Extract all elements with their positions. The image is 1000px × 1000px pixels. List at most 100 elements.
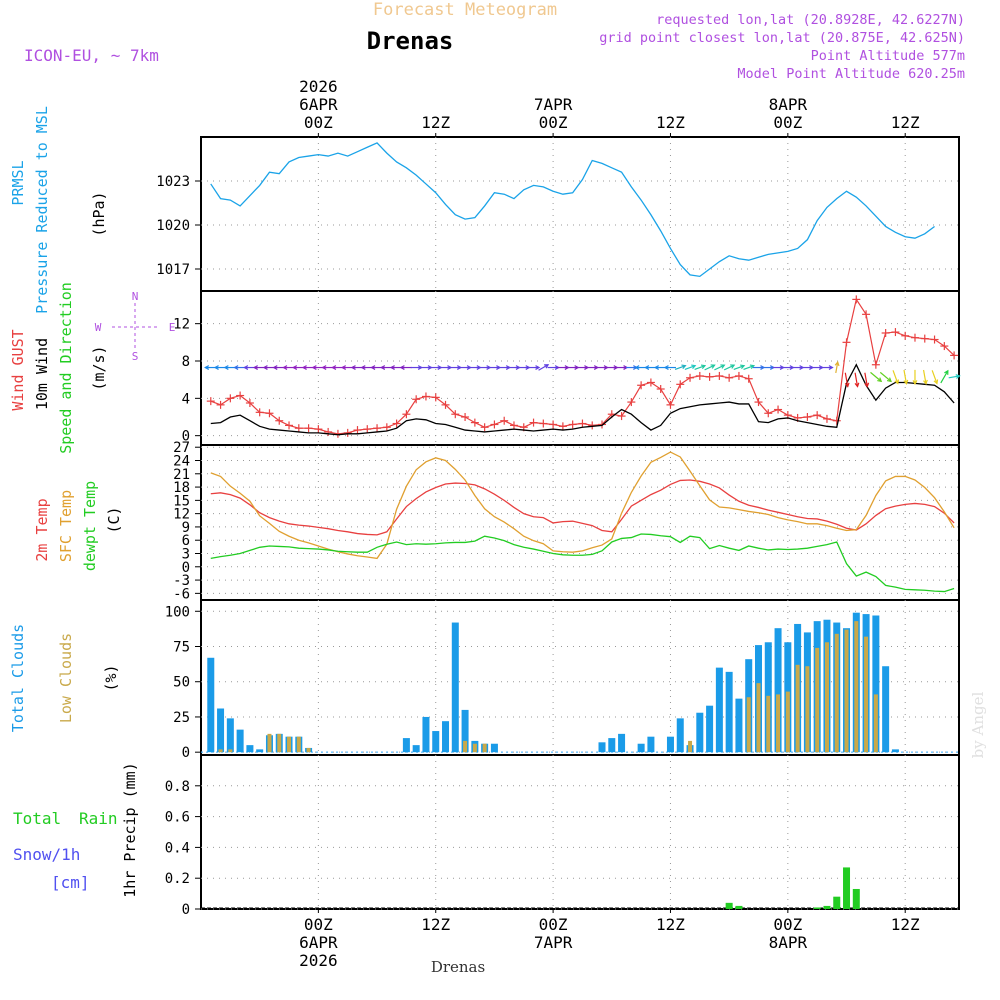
wind-arrow (752, 365, 766, 370)
total-cloud-bar (442, 721, 450, 753)
wind-arrow-shaft (879, 371, 892, 382)
wind-arrow-head (282, 365, 288, 370)
total-cloud-bar (256, 749, 264, 753)
gust-marker (255, 408, 264, 417)
gust-marker (920, 334, 929, 343)
wind-arrow (811, 365, 824, 370)
y-tick-label: 100 (165, 604, 190, 620)
wind-arrow (528, 365, 541, 370)
wind-arrow (922, 369, 928, 385)
wind-arrow (782, 365, 795, 370)
gust-marker (363, 425, 372, 434)
gust-marker (686, 373, 695, 382)
bottom-time-label: 12Z (656, 915, 685, 934)
pressure-label: PRMSL (9, 160, 27, 205)
total-cloud-bar (715, 667, 723, 753)
bottom-time-label: 12Z (891, 915, 920, 934)
y-tick-label: 21 (173, 467, 190, 483)
chart-panels: 10171020102304812-6-30369121518212427025… (9, 106, 961, 918)
gust-marker (764, 409, 773, 418)
wind-arrow-shaft (940, 370, 949, 384)
compass-rose: N W E S (95, 290, 176, 363)
y-tick-label: 0 (182, 745, 190, 761)
gust-marker (470, 418, 479, 427)
total-cloud-bar (608, 738, 616, 753)
sfctemp-label: SFC Temp (57, 490, 75, 562)
gust-marker (774, 405, 783, 414)
total-cloud-bar (461, 709, 469, 753)
y-tick-label: 75 (173, 640, 190, 656)
y-tick-label: 0.2 (165, 871, 190, 887)
rain-bar (843, 867, 851, 909)
wind-arrow-head (321, 365, 327, 370)
wind-arrow-head (399, 365, 405, 370)
panel-precip: 0 0.2 0.4 0.6 0.8 (165, 754, 960, 918)
low-cloud-bar (864, 636, 869, 753)
model-label: ICON-EU, ~ 7km (24, 46, 159, 65)
temp-unit: (C) (105, 506, 123, 533)
total-cloud-bar (432, 731, 440, 753)
temp2m-label: 2m Temp (33, 498, 51, 561)
compass-s: S (132, 350, 139, 363)
top-time-label: 00Z (539, 113, 568, 132)
wind-arrow-shaft (931, 370, 938, 384)
wind-arrow (821, 365, 834, 370)
total-cloud-bar (217, 708, 225, 753)
sfctemp-line (210, 451, 955, 560)
total-cloud-bar (735, 698, 743, 753)
bottom-time-label: 00Z (304, 915, 333, 934)
pressure-unit: (hPa) (90, 191, 108, 236)
wind-arrow (538, 364, 550, 371)
wind-arrow (488, 365, 502, 370)
gust-marker (373, 424, 382, 433)
wind-arrow (420, 365, 433, 370)
gust-marker (431, 393, 440, 402)
gust-marker (617, 412, 626, 421)
wind-arrow-head (252, 365, 258, 370)
wind-arrow-head (864, 382, 870, 388)
wind-arrow-head (834, 360, 840, 367)
gust-marker (333, 429, 342, 438)
gust-marker (627, 398, 636, 407)
gust-marker (940, 342, 949, 351)
low-cloud-bar (463, 740, 468, 753)
wind-arrow-head (923, 379, 928, 385)
total-cloud-bar (725, 671, 733, 753)
gust-marker (910, 333, 919, 342)
wind-arrow-shaft (743, 365, 755, 370)
low-cloud-bar (785, 691, 790, 753)
low-cloud-bar (228, 749, 233, 753)
wind-arrow (854, 372, 860, 388)
total-cloud-bar (647, 736, 655, 753)
total-clouds-label: Total Clouds (9, 624, 27, 732)
compass-n: N (132, 290, 139, 303)
top-time-label: 7APR (534, 95, 573, 114)
credit-watermark: by Angel (969, 691, 987, 758)
y-tick-label: 1017 (156, 262, 190, 278)
y-tick-label: 4 (182, 391, 190, 407)
low-clouds-label: Low Clouds (57, 633, 75, 723)
wind-arrow (714, 364, 726, 371)
y-tick-label: 12 (173, 317, 190, 333)
requested-coords: requested lon,lat (20.8928E, 42.6227N) (656, 12, 965, 28)
wind-arrow-head (749, 364, 756, 370)
wind-arrow (723, 364, 736, 371)
gust-marker (490, 420, 499, 429)
gust-marker (588, 421, 597, 430)
gust-marker (558, 422, 567, 431)
gust-marker (549, 420, 558, 429)
wind-arrow (567, 365, 580, 370)
top-time-label: 6APR (299, 95, 338, 114)
gust-marker (842, 338, 851, 347)
total-cloud-bar (706, 705, 714, 753)
dewpt-line (210, 533, 955, 593)
gust-marker (245, 399, 254, 407)
prmsl-line (210, 142, 935, 278)
gridpoint-coords: grid point closest lon,lat (20.875E, 42.… (599, 30, 965, 46)
low-cloud-bar (746, 697, 751, 753)
clouds-unit: (%) (102, 664, 120, 691)
wind-dir-label: Speed and Direction (57, 282, 75, 454)
wind-arrow (834, 360, 840, 374)
wind-arrow-head (350, 365, 356, 370)
